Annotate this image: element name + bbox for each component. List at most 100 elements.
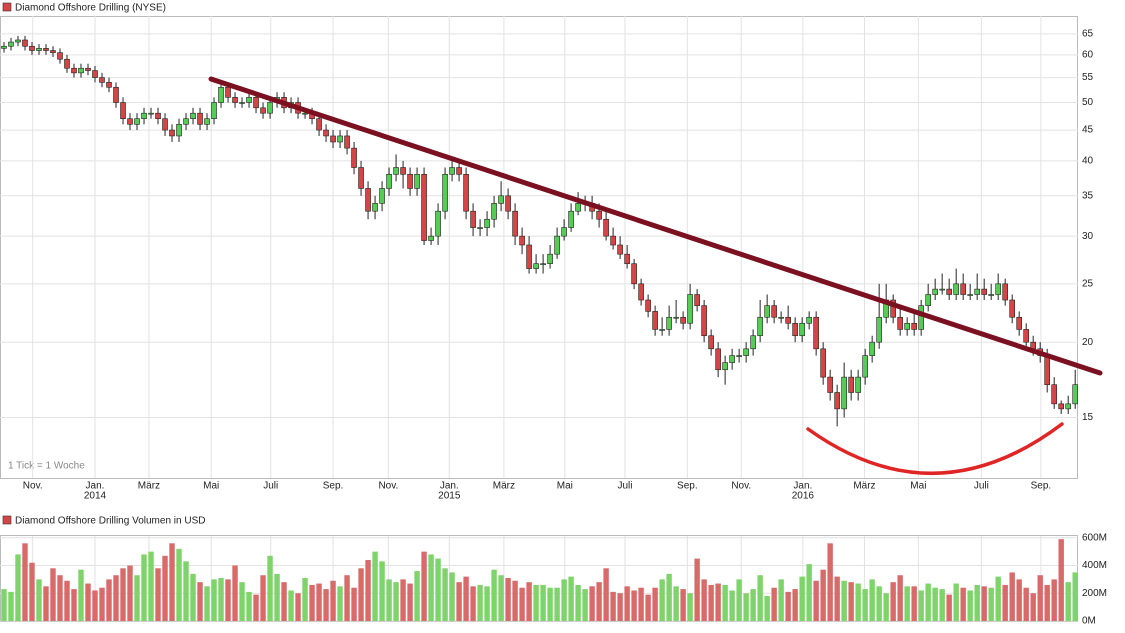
candle-body [827,376,833,393]
volume-bar [225,579,231,621]
candle-body [855,376,861,393]
candle-body [302,112,308,115]
volume-bar [897,575,903,621]
candle-body [806,316,812,324]
volume-bar [883,593,889,621]
candle-body [848,376,854,393]
volume-bar [484,586,490,621]
candle-body [673,316,679,319]
candle-body [407,173,413,189]
candle-body [330,135,336,143]
volume-bar [428,554,434,621]
volume-bar [1002,584,1008,621]
x-tick-label: Juli [263,481,278,492]
candle-body [659,329,665,331]
volume-title: Diamond Offshore Drilling Volumen in USD [15,516,205,527]
candle-body [1044,355,1050,386]
candle-body [533,263,539,269]
candle-body [1023,329,1029,343]
candle-body [498,195,504,204]
volume-bar [519,587,525,621]
volume-bar [344,575,350,621]
price-frame [0,16,1078,479]
candle-body [596,210,602,220]
volume-bar [946,594,952,621]
volume-bar [631,590,637,621]
y-tick-label: 25 [1082,278,1094,289]
candle-body [694,294,700,306]
y-tick-label: 400M [1082,560,1107,571]
volume-bar [337,586,343,621]
x-tick-label: Juli [618,481,633,492]
volume-bar [463,576,469,621]
candle-body [911,322,917,330]
candle-body [127,118,133,125]
volume-bar [960,587,966,621]
volume-bar [267,555,273,621]
candle-body [967,294,973,296]
x-tick-label: Nov. [731,481,751,492]
x-tick-label: Sep. [677,481,698,492]
volume-bar [512,580,518,621]
volume-bar [890,582,896,621]
volume-bar [904,586,910,621]
candle-body [736,355,742,357]
volume-bar [743,593,749,621]
candle-body [932,288,938,295]
candle-body [547,253,553,264]
legend-swatch [2,515,12,525]
candle-body [1009,299,1015,318]
volume-bar [603,568,609,621]
candle-body [414,173,420,189]
volume-bar [869,579,875,621]
candle-body [120,102,126,119]
volume-bar [407,583,413,621]
volume-bar [505,578,511,621]
x-tick-label: Jan. [86,481,105,492]
volume-bar [995,576,1001,621]
volume-bar [526,582,532,621]
volume-bar [36,579,42,621]
candle-body [603,218,609,237]
chart-title: Diamond Offshore Drilling (NYSE) [15,3,166,14]
candle-body [701,305,707,337]
candle-body [512,210,518,237]
x-tick-label: Sep. [323,481,344,492]
y-tick-label: 30 [1082,231,1094,242]
y-tick-label: 55 [1082,72,1094,83]
volume-bar [988,587,994,621]
candle-body [372,203,378,212]
candle-body [29,45,35,51]
y-tick-label: 15 [1082,412,1094,423]
candle-body [64,58,70,69]
candle-body [575,203,581,212]
volume-bar [617,593,623,621]
candle-body [232,97,238,103]
candle-body [246,97,252,103]
candle-body [939,288,945,291]
volume-bar [701,579,707,621]
candle-body [890,299,896,318]
volume-bar [253,594,259,621]
volume-bar [421,551,427,621]
volume-bar [372,551,378,621]
volume-bar [610,591,616,621]
candle-body [904,322,910,330]
volume-bar [806,564,812,621]
volume-bar [449,572,455,621]
volume-bar [729,590,735,621]
x-tick-label: März [138,481,160,492]
candle-body [386,173,392,189]
candle-body [554,235,560,255]
candle-body [771,305,777,318]
volume-bar [722,584,728,621]
candle-body [22,39,28,47]
candle-body [400,167,406,175]
y-tick-label: 40 [1082,156,1094,167]
candle-body [204,118,210,125]
candle-body [624,253,630,264]
candle-body [260,107,266,114]
volume-bar [288,590,294,621]
volume-bar [694,558,700,621]
volume-bar [981,586,987,621]
